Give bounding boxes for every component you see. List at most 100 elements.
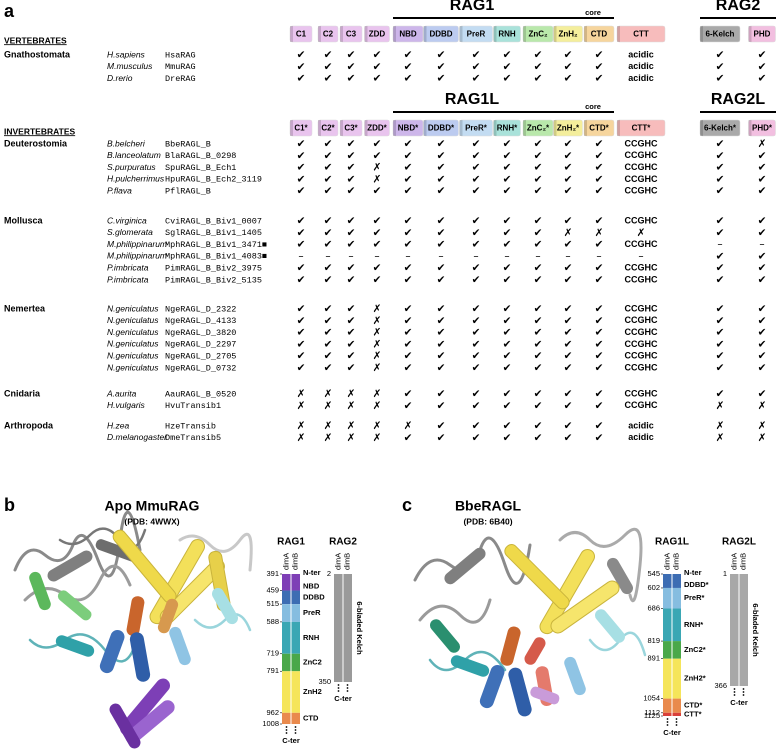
helix (47, 550, 93, 582)
cell: ✔ (472, 400, 481, 412)
cell: ✔ (534, 432, 543, 444)
species: P.imbricata (107, 274, 149, 284)
seq-id: HsaRAG (165, 50, 196, 60)
cell: ✔ (373, 61, 382, 73)
cell: ✔ (595, 388, 604, 400)
cell: ✗ (297, 432, 306, 444)
domain-name: DDBD (429, 30, 452, 39)
cell: ✔ (297, 315, 306, 327)
cell: ✔ (564, 388, 573, 400)
domain-name: CTT* (632, 124, 652, 133)
dot (675, 718, 678, 720)
cell: ✔ (437, 327, 446, 339)
cell: ✔ (373, 227, 382, 239)
panel-label: b (4, 495, 15, 515)
cell: ✔ (534, 350, 543, 362)
cell: ✔ (595, 362, 604, 374)
cell: ✔ (534, 327, 543, 339)
cell: ✔ (347, 303, 356, 315)
cell: ✔ (534, 215, 543, 227)
cell: ✔ (297, 327, 306, 339)
cell: ✔ (564, 138, 573, 150)
group-name: Nemertea (4, 303, 46, 313)
group-name: Arthropoda (4, 420, 54, 430)
helix (530, 686, 560, 705)
coil (178, 532, 253, 572)
species: N.geniculatus (107, 303, 159, 313)
seq-id: NgeRAGL_D_0732 (165, 363, 236, 373)
domain-edge (318, 26, 321, 42)
cell: ✔ (758, 49, 767, 61)
cell: ✔ (347, 262, 356, 274)
cell: ✗ (716, 432, 725, 444)
cell: ✔ (716, 350, 725, 362)
cell: ✔ (472, 227, 481, 239)
cell: ✔ (564, 315, 573, 327)
cell: ✔ (716, 262, 725, 274)
helix (508, 667, 532, 717)
cell: ✔ (503, 61, 512, 73)
domain-label: 6-bladed Kelch (751, 603, 760, 657)
cell: ✔ (564, 420, 573, 432)
domain-name: NBD (399, 30, 417, 39)
seq-id: PflRAGL_B (165, 186, 211, 196)
domain-edge (553, 120, 557, 136)
cell: ✔ (373, 239, 382, 251)
cell: ✗ (404, 420, 413, 432)
cell: ✔ (758, 73, 767, 85)
bar-title: RAG1 (277, 537, 305, 548)
cell: CCGHC (625, 215, 658, 225)
domain-label: CTT* (684, 709, 702, 718)
residue-number: 2 (327, 569, 331, 578)
dot (666, 718, 669, 720)
cell: ✔ (297, 61, 306, 73)
helix (109, 703, 141, 749)
domain-label: RNH* (684, 620, 703, 629)
cell: ✗ (373, 362, 382, 374)
panel-label: a (4, 1, 15, 21)
cell: CCGHC (625, 315, 658, 325)
helix (504, 544, 570, 610)
cell: ✔ (373, 49, 382, 61)
domain-box (339, 25, 363, 43)
domain-edge (423, 120, 427, 136)
cell: ✔ (595, 315, 604, 327)
domain-name: ZDD* (367, 124, 387, 133)
cell: ✔ (595, 400, 604, 412)
cell: ✔ (503, 362, 512, 374)
seq-id: HpuRAGL_B_Ech2_3119 (165, 175, 262, 185)
cell: – (325, 250, 330, 262)
seq-id: MphRAGL_B_Biv1_4083■ (165, 252, 267, 262)
cell: ✗ (564, 227, 573, 239)
domain-label: DDBD (303, 592, 325, 601)
dot (742, 691, 745, 693)
cell: ✔ (758, 250, 767, 262)
dot (733, 694, 736, 696)
cell: ✔ (373, 185, 382, 197)
domain-name: ZnH₂* (557, 124, 580, 133)
dot (294, 729, 297, 731)
cell: ✗ (373, 162, 382, 174)
helix (55, 635, 95, 657)
cell: ✔ (404, 49, 413, 61)
cell: ✔ (437, 303, 446, 315)
domain-label: PreR* (684, 593, 705, 602)
cell: ✔ (324, 303, 333, 315)
seq-id: MphRAGL_B_Biv1_3471■ (165, 240, 267, 250)
domain-box (553, 119, 583, 137)
residue-number: 1054 (643, 694, 660, 703)
domain-box (392, 119, 424, 137)
cell: ✔ (347, 362, 356, 374)
cell: ✔ (503, 315, 512, 327)
residue-number: 719 (266, 649, 279, 658)
cell: ✔ (437, 173, 446, 185)
cell: CCGHC (625, 150, 658, 160)
domain-label: CTD (303, 713, 319, 722)
cell: ✔ (503, 388, 512, 400)
cell: ✔ (472, 338, 481, 350)
cell: ✔ (503, 262, 512, 274)
helix (125, 700, 175, 744)
helix (57, 590, 92, 621)
residue-number: 1112 (644, 708, 660, 717)
domain-label: ZnH2 (303, 687, 322, 696)
